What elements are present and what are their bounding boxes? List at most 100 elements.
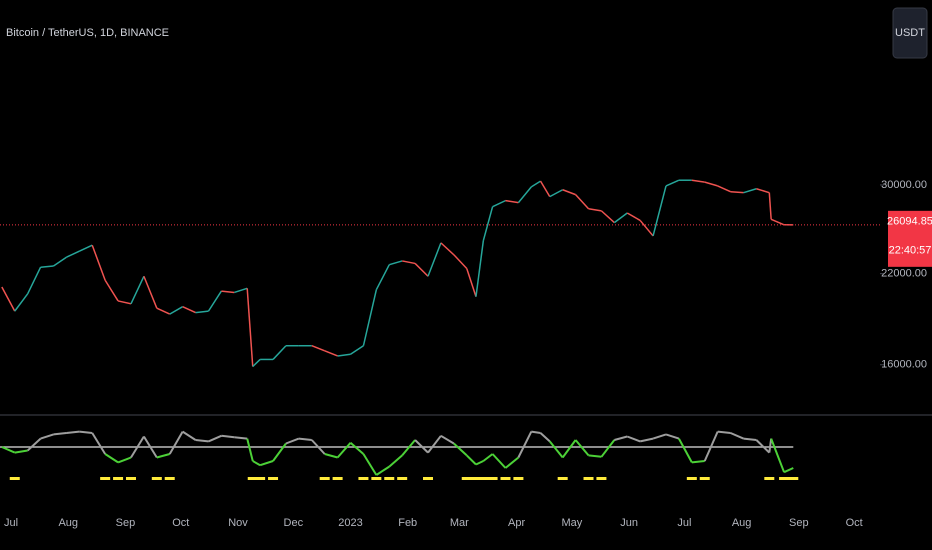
signal-dot — [478, 477, 489, 480]
signal-dot — [788, 477, 799, 480]
oscillator-segment — [475, 460, 484, 466]
oscillator-segment — [678, 438, 693, 463]
oscillator-segment — [626, 435, 641, 443]
price-segment — [613, 212, 628, 224]
x-tick-label: Oct — [846, 517, 863, 529]
currency-label[interactable]: USDT — [895, 27, 925, 39]
signal-dot — [423, 477, 434, 480]
price-segment — [182, 306, 196, 314]
oscillator-segment — [491, 453, 507, 469]
chart-title: Bitcoin / TetherUS, 1D, BINANCE — [6, 27, 169, 39]
y-tick-label: 30000.00 — [881, 179, 927, 191]
oscillator-segment — [717, 430, 731, 434]
oscillator-segment — [517, 431, 533, 458]
price-segment — [252, 358, 261, 368]
signal-dot — [164, 477, 175, 480]
oscillator-segment — [234, 436, 248, 440]
price-segment — [505, 199, 519, 204]
price-segment — [337, 353, 351, 357]
oscillator-segment — [130, 435, 145, 459]
oscillator-segment — [104, 453, 119, 464]
oscillator-segment — [561, 439, 577, 459]
oscillator-segment — [703, 431, 719, 462]
price-segment — [1, 286, 16, 312]
oscillator-segment — [91, 432, 107, 455]
oscillator-segment — [482, 453, 494, 462]
price-segment — [375, 264, 390, 291]
price-segment — [246, 288, 254, 367]
price-segment — [26, 266, 42, 295]
signal-dot — [557, 477, 568, 480]
x-tick-label: Sep — [116, 517, 136, 529]
signal-dot — [268, 477, 279, 480]
oscillator-segment — [246, 438, 254, 462]
oscillator-segment — [665, 433, 680, 440]
price-segment — [626, 212, 641, 222]
price-segment — [482, 206, 494, 241]
price-segment — [272, 345, 287, 360]
price-segment — [117, 300, 132, 305]
signal-dot — [113, 477, 124, 480]
signal-dot — [699, 477, 710, 480]
price-segment — [475, 240, 485, 297]
price-segment — [691, 179, 705, 183]
x-tick-label: Dec — [284, 517, 304, 529]
price-segment — [53, 256, 67, 267]
oscillator-segment — [40, 433, 54, 440]
oscillator-segment — [66, 430, 80, 434]
signal-dot — [332, 477, 343, 480]
oscillator-segment — [639, 437, 654, 443]
last-price-label: 26094.85 — [887, 216, 932, 228]
price-segment — [530, 180, 541, 188]
x-tick-label: Feb — [398, 517, 417, 529]
oscillator-segment — [311, 439, 326, 455]
signal-dot — [487, 477, 498, 480]
signal-dot — [686, 477, 697, 480]
y-tick-label: 16000.00 — [881, 359, 927, 371]
oscillator-segment — [272, 442, 287, 462]
oscillator-segment — [652, 433, 667, 440]
price-segment — [156, 307, 171, 315]
button-frame[interactable] — [892, 7, 928, 59]
signal-dot — [247, 477, 258, 480]
oscillator-segment — [168, 431, 184, 455]
oscillator-segment — [117, 456, 132, 464]
x-tick-label: Aug — [58, 517, 78, 529]
oscillator-segment — [453, 442, 468, 457]
signal-dot — [461, 477, 472, 480]
x-tick-label: Jul — [4, 517, 18, 529]
signal-dot — [125, 477, 136, 480]
price-segment — [600, 210, 615, 224]
oscillator-segment — [504, 456, 520, 469]
oscillator-segment — [252, 460, 261, 467]
oscillator-segment — [143, 435, 158, 459]
currency-button[interactable]: USDT — [892, 7, 928, 59]
y-tick-label: 22000.00 — [881, 268, 927, 280]
oscillator-segment — [691, 460, 705, 464]
x-tick-label: Jun — [620, 517, 638, 529]
signal-dot — [371, 477, 382, 480]
oscillator-segment — [156, 453, 170, 459]
signal-dot — [151, 477, 162, 480]
price-segment — [453, 254, 468, 270]
price-segment — [221, 290, 235, 294]
price-segment — [104, 279, 119, 302]
oscillator-segment — [743, 437, 757, 441]
signal-dot — [500, 477, 511, 480]
oscillator-segment — [770, 438, 786, 473]
oscillator-segment — [755, 439, 771, 454]
signal-dot — [100, 477, 111, 480]
oscillator-segment — [768, 438, 773, 453]
price-segment — [717, 185, 731, 193]
price-segment — [466, 268, 477, 297]
oscillator-segment — [79, 430, 93, 434]
signal-dot — [319, 477, 330, 480]
price-segment — [414, 262, 429, 277]
oscillator-segment — [588, 454, 602, 458]
oscillator-segment — [362, 453, 378, 476]
price-segment — [549, 189, 564, 198]
oscillator-segment — [427, 435, 442, 454]
signal-dot — [583, 477, 594, 480]
